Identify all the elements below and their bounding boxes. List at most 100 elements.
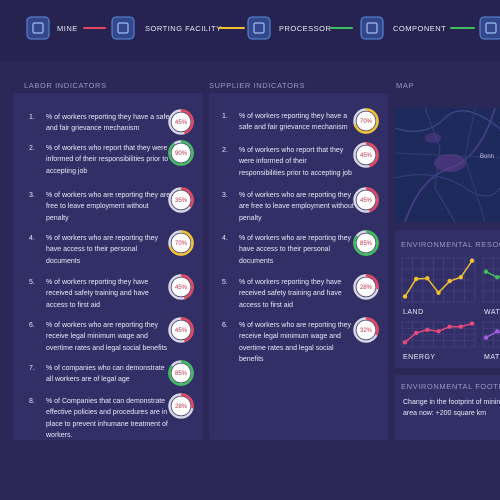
item-number: 8. xyxy=(29,398,35,405)
gauge-arc xyxy=(353,317,379,343)
step-icon xyxy=(247,16,271,40)
chart-label: MATERIAL xyxy=(484,354,500,361)
item-number: 6. xyxy=(29,322,35,329)
item-number: 4. xyxy=(222,235,228,242)
gauge-label: 70% xyxy=(175,241,188,247)
chart-point xyxy=(413,276,419,282)
chart-point xyxy=(494,275,500,280)
step-label: SORTING FACILITY xyxy=(145,24,222,33)
item-number: 3. xyxy=(29,192,35,199)
step-icon-glyph xyxy=(366,22,378,34)
step-icon-glyph xyxy=(253,22,265,34)
item-text: % of workers who report that they were i… xyxy=(46,145,169,175)
item-text: % of workers who report that they were i… xyxy=(239,147,352,177)
map-label: Bonn xyxy=(480,154,494,160)
chart-point xyxy=(425,327,430,333)
gauge-arc xyxy=(353,230,379,256)
item-text: % of workers reporting they have receive… xyxy=(46,279,149,309)
step-icon-glyph xyxy=(117,22,129,34)
chart-point xyxy=(413,330,419,336)
labor-title: LABOR INDICATORS xyxy=(24,81,107,90)
item-text: % of companies who can demonstrate all w… xyxy=(46,365,165,384)
item-number: 5. xyxy=(222,279,228,286)
resources-title: ENVIRONMENTAL RESOURCES xyxy=(401,240,500,249)
step-label: PROCESSOR xyxy=(279,24,332,33)
chart-label: ENERGY xyxy=(403,354,436,361)
chart-point xyxy=(447,278,452,284)
gauge-arc xyxy=(353,187,379,213)
item-text: % of workers who are reporting they are … xyxy=(239,192,354,222)
gauge-label: 28% xyxy=(175,404,188,410)
chart-point xyxy=(483,269,489,274)
footprint-title: ENVIRONMENTAL FOOTPRINT xyxy=(401,382,500,391)
map-panel: Bonn xyxy=(395,108,500,222)
step-icon-glyph xyxy=(32,22,44,34)
step-icon xyxy=(26,16,50,40)
gauge-label: 35% xyxy=(175,198,188,204)
item-text: % of workers who are reporting they rece… xyxy=(46,322,168,352)
map-title: MAP xyxy=(396,81,415,90)
step-icon xyxy=(360,16,384,40)
item-number: 5. xyxy=(29,279,35,286)
item-number: 4. xyxy=(29,235,35,242)
gauge-arc xyxy=(353,274,379,300)
gauge-center xyxy=(171,190,191,210)
item-text: % of workers who are reporting they have… xyxy=(46,235,159,265)
gauge-arc xyxy=(168,230,194,256)
item-number: 2. xyxy=(222,147,228,154)
gauge-label: 45% xyxy=(175,120,188,126)
item-number: 2. xyxy=(29,145,35,152)
supplier-title: SUPPLIER INDICATORS xyxy=(209,81,306,90)
gauge-center xyxy=(356,277,376,297)
chart-point xyxy=(425,276,430,281)
gauge-arc xyxy=(168,274,194,300)
item-number: 3. xyxy=(222,192,228,199)
gauge-label: 90% xyxy=(175,151,188,157)
step-icon xyxy=(111,16,135,40)
gauge-arc xyxy=(168,393,194,419)
gauge-center xyxy=(356,111,376,131)
gauge-arc xyxy=(168,187,194,213)
gauge-label: 28% xyxy=(360,285,373,291)
item-number: 6. xyxy=(222,322,228,329)
gauge-center xyxy=(356,233,376,253)
item-text: % of workers reporting they have receive… xyxy=(239,279,342,309)
gauge-center xyxy=(356,190,376,210)
chart-label: WATER xyxy=(484,309,500,316)
gauge-arc xyxy=(353,108,379,134)
item-number: 1. xyxy=(29,114,35,121)
gauge-center xyxy=(171,396,191,416)
chart-point xyxy=(402,294,408,299)
gauge-arc xyxy=(168,109,194,135)
item-text: % of workers who are reporting they rece… xyxy=(239,322,352,363)
step-label: COMPONENT xyxy=(393,24,446,33)
gauge-center xyxy=(171,320,191,340)
step-icon-glyph xyxy=(485,22,497,34)
item-text: % of Companies that can demonstrate effe… xyxy=(46,398,168,439)
step-icon xyxy=(479,16,500,40)
chart-label: LAND xyxy=(403,309,424,316)
gauge-center xyxy=(171,112,191,132)
item-text: % of workers reporting they have a safe … xyxy=(46,114,170,133)
map: Bonn xyxy=(395,108,500,222)
chart-point xyxy=(436,290,441,295)
item-text: % of workers who are reporting they have… xyxy=(239,235,352,265)
gauge-arc xyxy=(353,142,379,168)
chart-point xyxy=(469,321,475,326)
gauge-label: 85% xyxy=(175,371,188,377)
gauge-label: 45% xyxy=(360,198,373,204)
gauge-label: 45% xyxy=(175,285,188,291)
chart-point xyxy=(447,324,452,329)
item-text: % of workers reporting they have a safe … xyxy=(239,113,348,132)
chart-point xyxy=(402,340,408,345)
item-number: 7. xyxy=(29,365,35,372)
chart-point xyxy=(458,324,464,329)
gauge-center xyxy=(171,143,191,163)
gauge-center xyxy=(356,145,376,165)
gauge-label: 70% xyxy=(360,119,373,125)
gauge-label: 85% xyxy=(360,241,373,247)
chart-point xyxy=(483,335,489,340)
gauge-center xyxy=(171,363,191,383)
